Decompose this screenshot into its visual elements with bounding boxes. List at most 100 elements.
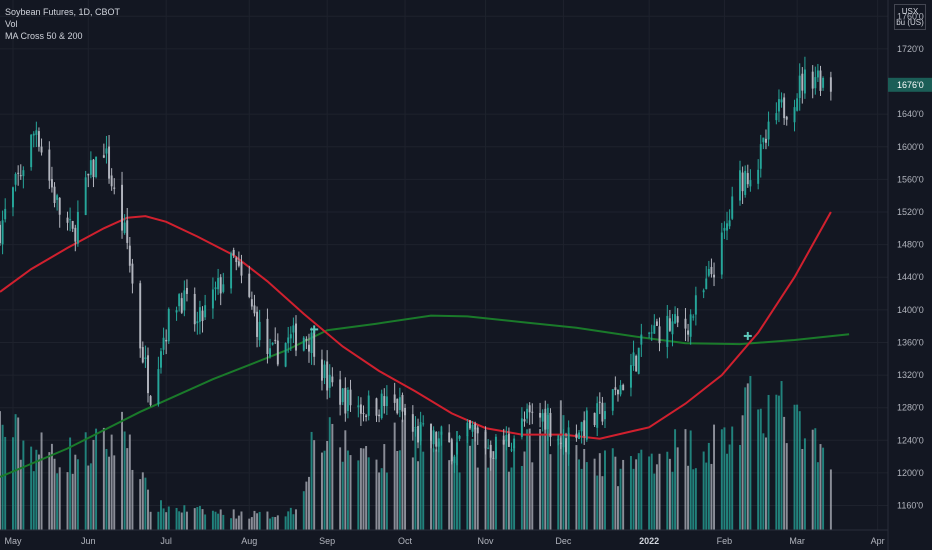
volume-bar [764, 437, 767, 530]
volume-bar [728, 444, 731, 530]
volume-bar [349, 455, 352, 530]
candle-body [474, 423, 477, 430]
candle-body [53, 186, 56, 203]
volume-bar [762, 433, 765, 530]
candle [323, 360, 326, 385]
candle-body [71, 221, 74, 229]
candle-body [741, 172, 744, 192]
candle [160, 348, 162, 374]
candle [829, 71, 832, 101]
candle [583, 411, 586, 445]
volume-bar [185, 511, 188, 530]
candle [793, 99, 796, 132]
volume-bar [580, 468, 583, 530]
candle [801, 67, 804, 104]
candle [666, 305, 669, 359]
volume-bar [4, 436, 7, 530]
candle-body [266, 318, 269, 354]
volume-bar [105, 448, 108, 530]
volume-bar [619, 468, 622, 530]
unit-currency: USX [901, 7, 919, 16]
candle [432, 426, 435, 453]
candle [380, 389, 383, 420]
candle [180, 292, 183, 314]
volume-label: Vol [5, 19, 18, 29]
candle [629, 353, 632, 397]
volume-bar [710, 463, 713, 530]
candle-body [87, 173, 90, 176]
candle-body [507, 433, 510, 447]
candle [419, 411, 422, 446]
candle [276, 333, 279, 367]
volume-bar [539, 428, 542, 530]
candle [266, 308, 269, 364]
candle [811, 65, 814, 99]
candle [411, 405, 414, 441]
candle-body [674, 314, 677, 324]
volume-bar [575, 445, 578, 530]
candle-body [108, 146, 111, 179]
volume-bar [417, 461, 420, 530]
volume-bar [801, 448, 804, 530]
candle [814, 66, 817, 95]
candle-body [69, 219, 72, 221]
candle-body [196, 321, 199, 324]
volume-bar [302, 491, 305, 530]
candle [87, 173, 90, 188]
volume-bar [520, 465, 523, 530]
volume-bar [344, 430, 347, 530]
candle [14, 172, 17, 192]
candle-body [201, 310, 204, 322]
candle-body [295, 323, 297, 351]
candle-body [619, 385, 622, 395]
candle [526, 403, 529, 424]
candle-body [292, 325, 295, 333]
candle-body [178, 294, 181, 307]
candle [19, 164, 22, 180]
volume-bar [567, 427, 570, 530]
candle [578, 429, 580, 440]
volume-bar [707, 442, 710, 530]
candle [1, 210, 4, 255]
candle [775, 102, 778, 125]
candle [671, 314, 674, 347]
candle-body [269, 348, 272, 357]
candle [385, 385, 388, 416]
candle [453, 454, 456, 474]
candle-body [95, 156, 98, 178]
candle-body [160, 351, 162, 368]
volume-bar [162, 508, 165, 530]
volume-bar [196, 507, 199, 530]
candle-body [284, 343, 287, 367]
candle-body [323, 364, 326, 379]
candle [89, 151, 92, 179]
candle-body [583, 420, 586, 437]
candle-body [622, 384, 625, 391]
candle [694, 286, 697, 326]
candle-body [35, 130, 38, 135]
volume-bar [435, 449, 438, 530]
volume-bars [0, 376, 832, 530]
unit-selector[interactable]: USX bu (US) [894, 4, 926, 30]
candle-body [471, 424, 474, 432]
volume-bar [744, 387, 747, 530]
candle [759, 134, 762, 178]
candle [30, 134, 33, 171]
candle-body [149, 396, 152, 405]
candle-body [417, 426, 420, 443]
candle [378, 409, 381, 423]
candle [767, 111, 770, 147]
candle [48, 141, 51, 189]
candle-body [237, 261, 240, 266]
candle [622, 383, 625, 391]
candle [58, 197, 61, 228]
volume-bar [458, 472, 461, 530]
candle-body [121, 184, 124, 231]
candle [35, 121, 38, 148]
volume-bar [671, 471, 674, 530]
volume-bar [694, 468, 697, 530]
time-tick-label: Jul [160, 536, 172, 546]
candle-body [723, 227, 726, 231]
candle-body [326, 361, 329, 391]
